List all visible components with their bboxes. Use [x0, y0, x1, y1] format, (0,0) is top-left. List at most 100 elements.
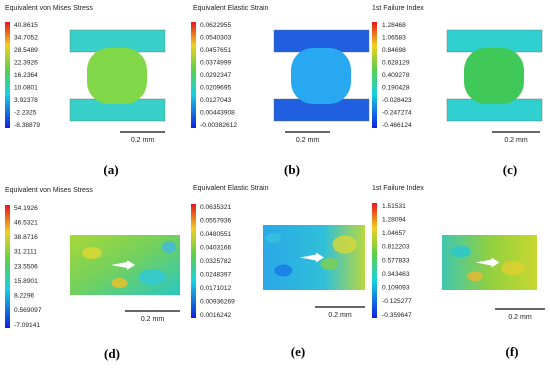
colorbar [191, 204, 196, 318]
colorbar-tick-label: 0.628129 [382, 59, 410, 66]
panel-caption: (b) [284, 162, 300, 177]
panel: Equivalent von Mises Stress 54.1926 46.532… [5, 187, 180, 361]
panel-title: Equivalent von Mises Stress [5, 187, 93, 194]
colorbar-tick-label: 3.92378 [14, 97, 38, 104]
colorbar-tick-label: 0.0016242 [200, 312, 232, 319]
colorbar-tick-label: 0.0622955 [200, 22, 232, 29]
panel-caption: (f) [506, 344, 519, 359]
colorbar-tick-label: 0.0403166 [200, 244, 232, 251]
colorbar-tick-label: 23.5506 [14, 263, 38, 270]
region [332, 235, 357, 254]
colorbar-tick-label: 0.577833 [382, 257, 410, 264]
colorbar-tick-label: 31.2111 [14, 249, 37, 256]
colorbar-tick-label: 0.109093 [382, 285, 410, 292]
panel: 1st Failure Index 1.51531 1.28094 1.04657 0.… [372, 185, 545, 359]
panel: Equivalent Elastic Strain 0.0635321 0.0557… [191, 185, 365, 359]
colorbar-tick-label: 0.0457651 [200, 47, 232, 54]
crack [111, 260, 135, 270]
colorbar-tick-label: -2.2325 [14, 109, 37, 116]
region [274, 264, 293, 277]
colorbar-tick-label: 0.190428 [382, 84, 410, 91]
colorbar-tick-label: 38.8716 [14, 234, 38, 241]
panel-title: Equivalent Elastic Strain [193, 185, 269, 192]
colorbar-tick-label: 0.0635321 [200, 204, 232, 211]
panel-title: 1st Failure Index [372, 185, 424, 192]
colorbar [372, 22, 377, 128]
colorbar-tick-label: 0.00443908 [200, 109, 235, 116]
colorbar-tick-label: 0.0557936 [200, 217, 232, 224]
region [467, 271, 484, 282]
colorbar-tick-label: 54.1926 [14, 205, 38, 212]
panel-title: Equivalent Elastic Strain [193, 5, 269, 12]
scale-label: 0.2 mm [296, 137, 320, 144]
joint [464, 48, 524, 104]
colorbar-tick-label: 0.0325782 [200, 258, 232, 265]
crack [475, 257, 500, 268]
colorbar [191, 22, 196, 128]
colorbar-tick-label: 1.28094 [382, 216, 406, 223]
region [501, 261, 526, 275]
region [82, 247, 102, 259]
colorbar-tick-label: -7.09141 [14, 322, 40, 329]
colorbar-tick-label: 0.0209695 [200, 84, 232, 91]
panel-caption: (e) [291, 344, 305, 359]
crack [300, 252, 324, 263]
colorbar-tick-label: 46.5321 [14, 219, 38, 226]
colorbar-tick-label: 1.28468 [382, 22, 406, 29]
region [265, 233, 282, 243]
panel-title: Equivalent von Mises Stress [5, 5, 93, 12]
colorbar-tick-label: 15.8901 [14, 278, 38, 285]
scale-label: 0.2 mm [504, 137, 528, 144]
scale-label: 0.2 mm [508, 314, 532, 321]
colorbar-tick-label: 16.2364 [14, 72, 38, 79]
region [451, 245, 471, 258]
colorbar-tick-label: 0.343463 [382, 271, 410, 278]
joint [87, 48, 147, 104]
panel-title: 1st Failure Index [372, 5, 424, 12]
colorbar-tick-label: 0.0292347 [200, 72, 232, 79]
colorbar-tick-label: 0.812203 [382, 244, 410, 251]
region [320, 258, 339, 270]
panel: Equivalent Elastic Strain 0.0622955 0.0540… [191, 5, 370, 177]
colorbar-tick-label: 0.0480551 [200, 231, 232, 238]
colorbar-tick-label: 0.00936269 [200, 298, 235, 305]
colorbar-tick-label: -0.466124 [382, 122, 412, 129]
region [138, 269, 167, 285]
colorbar [5, 22, 10, 128]
colorbar-tick-label: 1.06583 [382, 34, 406, 41]
scale-label: 0.2 mm [141, 316, 165, 323]
colorbar-tick-label: 0.569097 [14, 307, 42, 314]
colorbar-tick-label: 1.51531 [382, 203, 406, 210]
region [111, 278, 128, 288]
colorbar-tick-label: 1.04657 [382, 230, 406, 237]
colorbar-tick-label: 0.84698 [382, 47, 406, 54]
colorbar-tick-label: 10.0801 [14, 84, 38, 91]
colorbar-tick-label: -0.247274 [382, 109, 412, 116]
colorbar-tick-label: -0.359647 [382, 312, 412, 319]
colorbar-tick-label: 0.409278 [382, 72, 410, 79]
colorbar-tick-label: 34.7052 [14, 34, 38, 41]
scale-label: 0.2 mm [328, 312, 352, 319]
panel: Equivalent von Mises Stress 40.8615 34.705… [5, 5, 166, 177]
scale-label: 0.2 mm [131, 137, 155, 144]
colorbar-tick-label: -0.125277 [382, 298, 412, 305]
panel-caption: (d) [104, 346, 120, 361]
colorbar-tick-label: -0.00382612 [200, 122, 237, 129]
colorbar-tick-label: 8.2296 [14, 293, 35, 300]
panel-caption: (c) [503, 162, 517, 177]
colorbar-tick-label: 22.3926 [14, 59, 38, 66]
colorbar [5, 205, 10, 328]
joint [291, 48, 351, 104]
colorbar-tick-label: 0.0171012 [200, 285, 232, 292]
region [162, 241, 176, 253]
colorbar-tick-label: -0.028423 [382, 97, 412, 104]
colorbar-tick-label: 28.5489 [14, 47, 38, 54]
colorbar-tick-label: 0.0127043 [200, 97, 232, 104]
panel-caption: (a) [103, 162, 118, 177]
colorbar-tick-label: 0.0540303 [200, 34, 232, 41]
colorbar-tick-label: 0.0374999 [200, 59, 232, 66]
colorbar [372, 203, 377, 318]
colorbar-tick-label: -8.38879 [14, 122, 40, 129]
colorbar-tick-label: 40.8615 [14, 22, 38, 29]
